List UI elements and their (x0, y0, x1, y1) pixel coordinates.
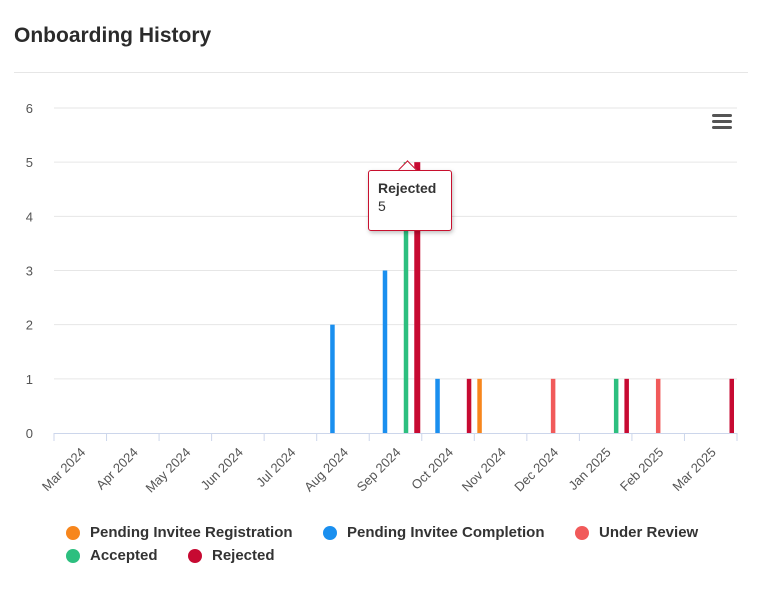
x-tick-label: Jan 2025 (565, 445, 613, 493)
bar[interactable] (613, 378, 619, 433)
bar[interactable] (414, 162, 421, 433)
x-tick-label: Aug 2024 (301, 445, 351, 495)
legend-item-accepted[interactable]: Accepted (66, 547, 158, 564)
tooltip-series-name: Rejected (378, 180, 437, 196)
legend-marker (66, 525, 80, 540)
chart-tooltip: Rejected 5 (368, 170, 452, 231)
x-tick-label: Sep 2024 (354, 445, 404, 495)
legend-row-2: Accepted Rejected (66, 547, 746, 570)
bar[interactable] (403, 162, 409, 433)
y-tick-label: 6 (26, 101, 33, 116)
legend-row-1: Pending Invitee Registration Pending Inv… (66, 524, 746, 547)
x-tick-label: May 2024 (142, 445, 193, 496)
header-divider (14, 72, 748, 73)
x-tick-label: Apr 2024 (93, 445, 141, 493)
legend-marker (575, 525, 589, 540)
legend-item-pending-invitee-completion[interactable]: Pending Invitee Completion (323, 524, 545, 541)
y-tick-label: 3 (26, 264, 33, 279)
legend-item-rejected[interactable]: Rejected (188, 547, 275, 564)
x-tick-label: Jun 2024 (198, 445, 246, 493)
x-tick-label: Mar 2024 (39, 445, 88, 494)
legend-label: Pending Invitee Registration (90, 524, 293, 541)
x-tick-label: Oct 2024 (408, 445, 456, 493)
bar[interactable] (477, 378, 482, 433)
legend-marker (323, 525, 337, 540)
tooltip-value: 5 (378, 198, 386, 214)
legend-label: Under Review (599, 524, 699, 541)
bar[interactable] (435, 378, 440, 433)
x-tick-label: Feb 2025 (617, 445, 666, 494)
hamburger-menu-icon[interactable] (709, 110, 736, 134)
legend-marker (188, 548, 202, 563)
bar[interactable] (330, 324, 335, 433)
x-tick-label: Nov 2024 (459, 445, 509, 495)
y-tick-label: 1 (26, 372, 33, 387)
legend-item-under-review[interactable]: Under Review (575, 524, 698, 541)
legend-label: Rejected (212, 547, 275, 564)
y-tick-label: 0 (26, 426, 33, 441)
y-tick-label: 4 (26, 209, 33, 224)
legend-marker (66, 548, 80, 563)
legend-item-pending-invitee-registration[interactable]: Pending Invitee Registration (66, 524, 293, 541)
legend-label: Pending Invitee Completion (347, 524, 545, 541)
y-tick-label: 5 (26, 155, 33, 170)
bar[interactable] (466, 378, 472, 433)
bar[interactable] (382, 270, 388, 434)
bar[interactable] (729, 378, 734, 433)
x-tick-label: Mar 2025 (669, 445, 718, 494)
bar[interactable] (655, 378, 661, 433)
chart-legend: Pending Invitee Registration Pending Inv… (66, 524, 746, 570)
chart-title: Onboarding History (14, 24, 212, 47)
legend-label: Accepted (90, 547, 158, 564)
x-tick-label: Dec 2024 (511, 445, 561, 495)
bar[interactable] (624, 378, 629, 433)
x-tick-label: Jul 2024 (253, 445, 298, 490)
bar[interactable] (550, 378, 556, 433)
y-tick-label: 2 (26, 318, 33, 333)
